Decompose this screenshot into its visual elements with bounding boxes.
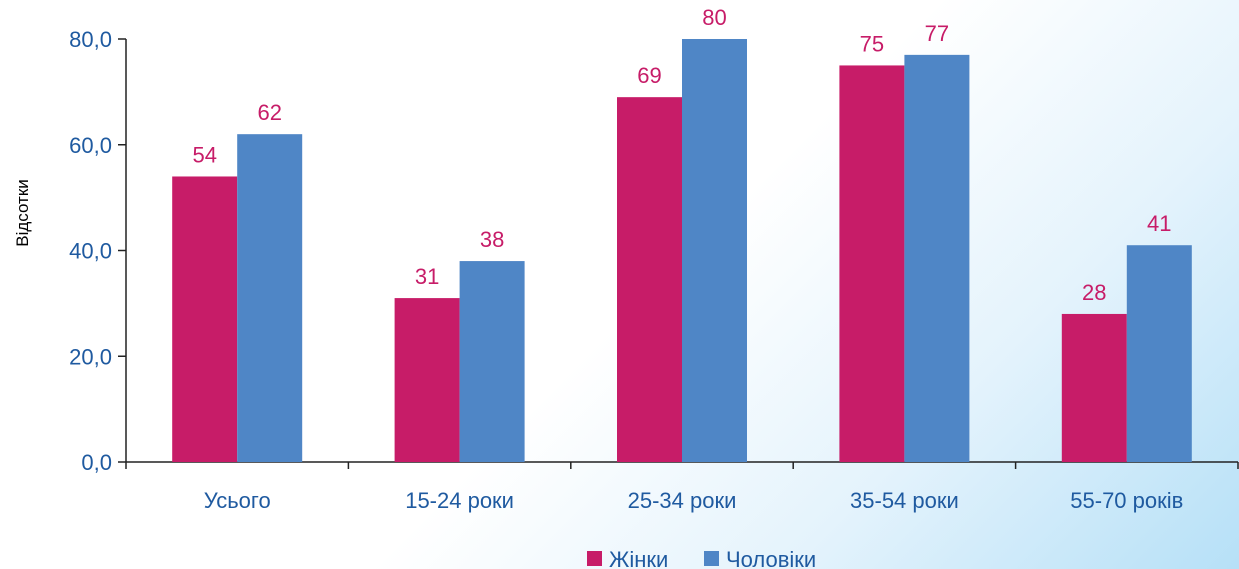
x-tick-label: 55-70 років [1070,488,1183,513]
y-tick-label: 0,0 [81,450,112,475]
bar [904,54,970,463]
data-label: 38 [480,227,504,252]
y-tick-label: 40,0 [69,239,112,264]
labels: 54 62 31 38 69 80 75 77 28 41 [192,5,1171,305]
bar [839,65,905,462]
legend-label: Чоловіки [726,547,816,569]
y-tick-label: 80,0 [69,27,112,52]
data-label: 41 [1147,211,1171,236]
bar [394,298,460,462]
x-tick-label: Усього [204,488,271,513]
bar [1061,313,1127,462]
bar [172,176,238,462]
data-label: 31 [415,264,439,289]
bars [172,39,1192,463]
data-label: 28 [1082,280,1106,305]
bar [237,134,303,463]
legend-label: Жінки [609,547,668,569]
legend: Жінки Чоловіки [587,547,816,569]
x-tick-label: 35-54 роки [850,488,959,513]
bar [617,97,682,462]
y-tick-label: 20,0 [69,344,112,369]
y-axis-title-group: Відсотки [13,179,32,247]
bar [1126,245,1192,462]
data-label: 80 [702,5,726,30]
bar [459,261,525,462]
data-label: 54 [192,142,216,167]
axes: 0,0 20,0 40,0 60,0 80,0 Усього 15-24 роки 25-34… [69,27,1239,513]
y-axis-title: Відсотки [13,179,32,247]
data-label: 62 [257,100,281,125]
data-label: 75 [860,31,884,56]
data-label: 77 [925,21,949,46]
bar [682,39,747,462]
legend-swatch [704,551,719,566]
legend-swatch [587,551,602,566]
x-tick-label: 25-34 роки [628,488,737,513]
y-tick-label: 60,0 [69,133,112,158]
x-tick-label: 15-24 роки [405,488,514,513]
data-label: 69 [637,63,661,88]
